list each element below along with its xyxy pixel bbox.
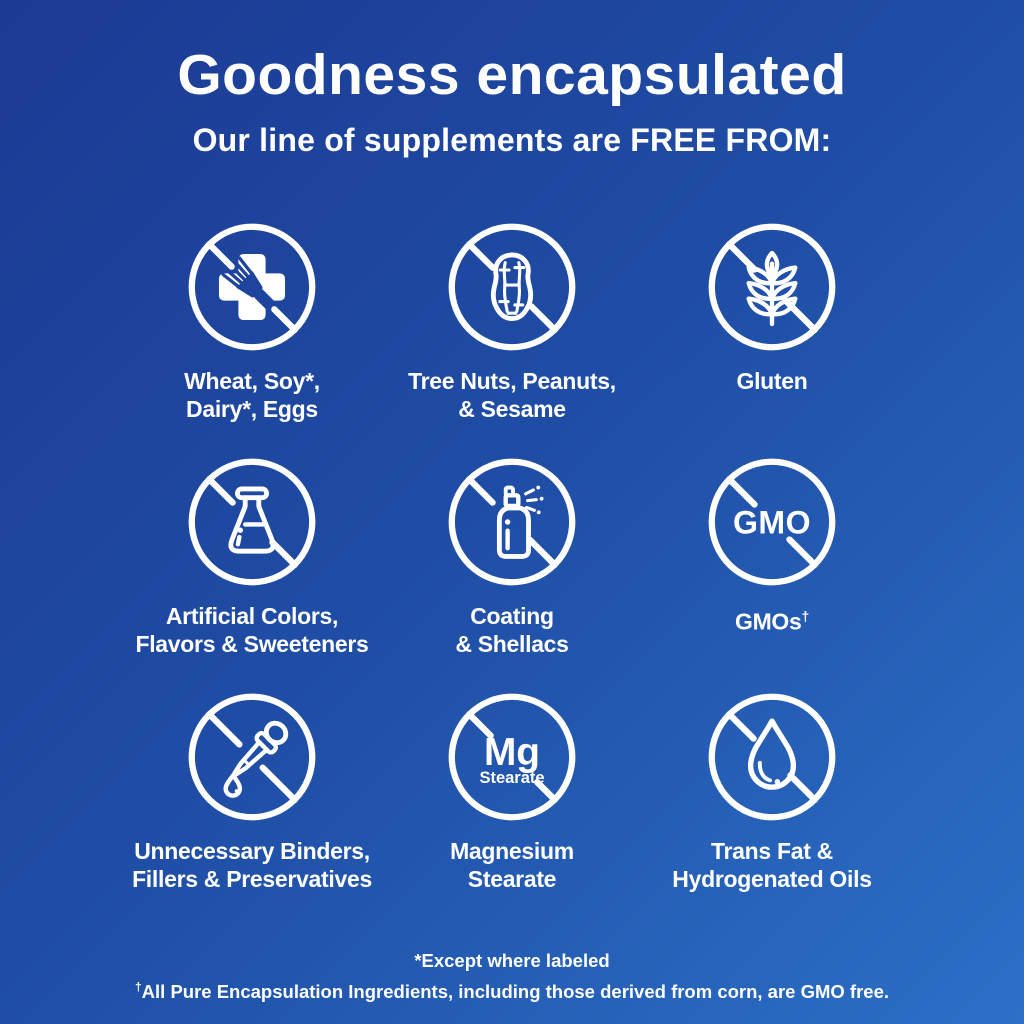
label-line: & Sesame bbox=[458, 395, 566, 422]
free-from-item-binders-fillers-preservatives: Unnecessary Binders, Fillers & Preservat… bbox=[122, 689, 382, 893]
stearate-icon-text: Stearate bbox=[479, 769, 544, 787]
label-line: & Shellacs bbox=[455, 630, 569, 657]
free-from-item-artificial-colors: Artificial Colors, Flavors & Sweeteners bbox=[122, 454, 382, 658]
label-line: Trans Fat & bbox=[711, 837, 833, 864]
no-wheat-soy-dairy-eggs-icon bbox=[188, 223, 316, 351]
gmo-icon-text: GMO bbox=[733, 505, 811, 541]
label-line: Wheat, Soy*, bbox=[184, 367, 320, 394]
free-from-label: Magnesium Stearate bbox=[450, 837, 574, 893]
page-subtitle: Our line of supplements are FREE FROM: bbox=[192, 121, 832, 158]
label-line: Artificial Colors, bbox=[165, 602, 339, 629]
free-from-item-tree-nuts-peanuts-sesame: Tree Nuts, Peanuts, & Sesame bbox=[382, 219, 642, 423]
free-from-item-trans-fat: Trans Fat & Hydrogenated Oils bbox=[642, 689, 902, 893]
free-from-item-gluten: Gluten bbox=[642, 219, 902, 423]
label-line: Magnesium bbox=[450, 837, 574, 864]
no-wheat-stalk-icon bbox=[708, 223, 836, 351]
label-line: Unnecessary Binders, bbox=[134, 837, 370, 864]
mg-icon-text: Mg bbox=[484, 731, 540, 774]
free-from-label: Artificial Colors, Flavors & Sweeteners bbox=[135, 602, 368, 658]
no-mg-stearate-icon: Mg Stearate bbox=[448, 693, 576, 821]
free-from-grid: Wheat, Soy*, Dairy*, Eggs bbox=[122, 219, 902, 893]
footnote-gmo-free: †All Pure Encapsulation Ingredients, inc… bbox=[134, 979, 890, 1002]
label-line: Coating bbox=[470, 602, 554, 629]
label-line: GMOs† bbox=[734, 607, 810, 635]
header: Goodness encapsulated Our line of supple… bbox=[0, 0, 1024, 159]
label-line: Stearate bbox=[467, 865, 557, 892]
page-title: Goodness encapsulated bbox=[177, 43, 847, 107]
free-from-label: Gluten bbox=[736, 367, 807, 395]
free-from-label: Tree Nuts, Peanuts, & Sesame bbox=[408, 367, 616, 423]
free-from-item-magnesium-stearate: Mg Stearate Magnesium Stearate bbox=[382, 689, 642, 893]
free-from-label: Wheat, Soy*, Dairy*, Eggs bbox=[184, 367, 320, 423]
free-from-item-coating-shellacs: Coating & Shellacs bbox=[382, 454, 642, 658]
free-from-label: Trans Fat & Hydrogenated Oils bbox=[672, 837, 872, 893]
no-oil-drop-icon bbox=[708, 693, 836, 821]
no-gmo-icon: GMO bbox=[708, 458, 836, 586]
label-line: Hydrogenated Oils bbox=[672, 865, 872, 892]
label-line: Gluten bbox=[736, 367, 808, 394]
no-flask-icon bbox=[188, 458, 316, 586]
label-line: Fillers & Preservatives bbox=[132, 865, 372, 892]
no-spray-can-icon bbox=[448, 458, 576, 586]
free-from-label: Coating & Shellacs bbox=[455, 602, 569, 658]
label-line: Dairy*, Eggs bbox=[186, 395, 318, 422]
label-line: Flavors & Sweeteners bbox=[135, 630, 369, 657]
free-from-item-gmos: GMO GMOs† bbox=[642, 454, 902, 658]
label-line: Tree Nuts, Peanuts, bbox=[408, 367, 616, 394]
free-from-label: GMOs† bbox=[735, 602, 809, 636]
footnotes: *Except where labeled †All Pure Encapsul… bbox=[0, 947, 1024, 1005]
no-peanut-icon bbox=[448, 223, 576, 351]
free-from-label: Unnecessary Binders, Fillers & Preservat… bbox=[132, 837, 372, 893]
footnote-except-where-labeled: *Except where labeled bbox=[414, 949, 610, 971]
no-dropper-icon bbox=[188, 693, 316, 821]
free-from-item-wheat-soy-dairy-eggs: Wheat, Soy*, Dairy*, Eggs bbox=[122, 219, 382, 423]
